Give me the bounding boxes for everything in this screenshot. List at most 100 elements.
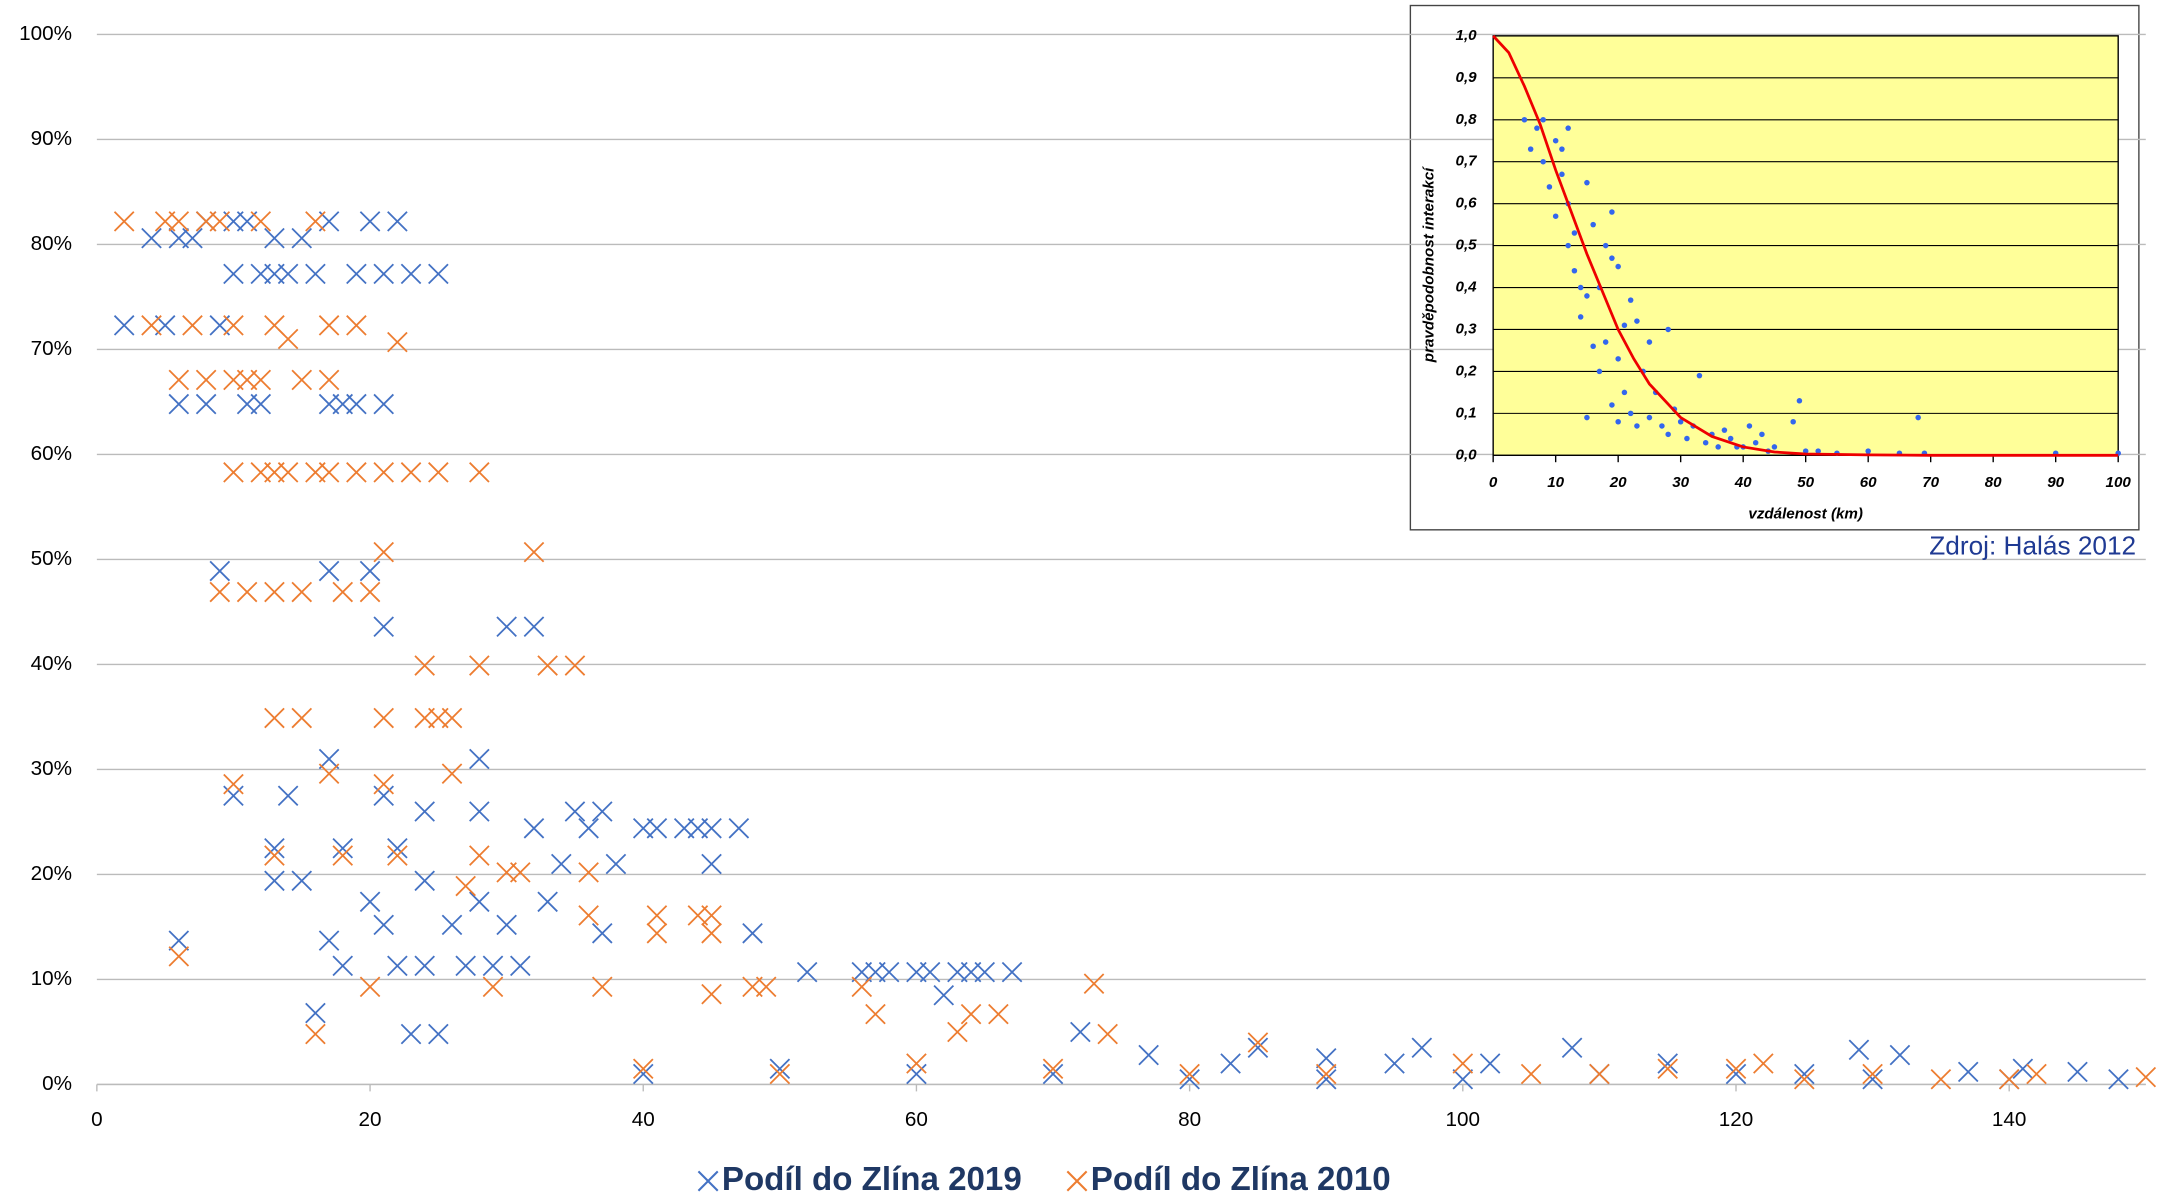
point	[755, 976, 777, 998]
point	[1725, 1058, 1747, 1080]
point	[1527, 146, 1534, 152]
point	[701, 922, 722, 944]
point	[1452, 1068, 1474, 1090]
point	[919, 961, 941, 983]
point	[482, 955, 504, 977]
x-tick-label: 90	[2047, 474, 2064, 491]
point	[1634, 318, 1640, 324]
x-tick-label: 0	[91, 1108, 103, 1131]
point	[701, 983, 722, 1005]
y-tick-label: 0,4	[1456, 279, 1478, 296]
point	[1659, 423, 1665, 429]
point	[277, 785, 299, 807]
point	[223, 462, 244, 483]
point	[1590, 221, 1596, 228]
point	[701, 817, 722, 839]
point	[469, 801, 490, 822]
point	[1070, 1021, 1091, 1043]
point	[209, 560, 231, 582]
point	[1665, 431, 1671, 438]
point	[769, 1063, 791, 1085]
point	[373, 462, 395, 483]
point	[1552, 137, 1559, 144]
point	[564, 655, 586, 676]
point	[1552, 213, 1559, 219]
point	[1627, 297, 1634, 303]
y-tick-label: 50%	[31, 547, 72, 570]
point	[523, 541, 545, 563]
point	[591, 922, 613, 944]
x-axis-label: vzdálenost (km)	[1748, 506, 1863, 523]
point	[1042, 1058, 1064, 1080]
point	[373, 541, 395, 563]
point	[359, 976, 381, 998]
point	[865, 1003, 886, 1025]
point	[346, 315, 367, 336]
point	[482, 976, 504, 998]
x-tick-label: 80	[1985, 474, 2002, 491]
point	[305, 1023, 326, 1045]
point	[1411, 1037, 1433, 1059]
point	[1771, 444, 1778, 450]
point	[264, 581, 285, 603]
point	[1621, 389, 1628, 396]
point	[1727, 435, 1734, 442]
point	[496, 616, 517, 637]
point	[195, 369, 217, 391]
point	[1589, 1063, 1610, 1085]
point	[1540, 158, 1546, 165]
y-tick-label: 0,5	[1456, 237, 1478, 254]
point	[1865, 448, 1871, 454]
point	[605, 853, 627, 875]
point	[906, 1053, 927, 1074]
point	[264, 707, 285, 729]
point	[414, 801, 435, 822]
x-tick-label: 70	[1922, 474, 1939, 491]
point	[1602, 242, 1609, 249]
point	[414, 655, 435, 676]
x-tick-label: 0	[1489, 474, 1498, 491]
point	[537, 655, 558, 676]
y-tick-label: 1,0	[1456, 27, 1478, 44]
point	[1584, 293, 1590, 299]
point	[318, 560, 340, 582]
point	[414, 955, 435, 977]
point	[1559, 146, 1565, 152]
point	[373, 785, 395, 807]
point	[236, 581, 258, 603]
point	[318, 748, 340, 770]
point	[1665, 326, 1671, 333]
point	[455, 955, 476, 977]
point	[332, 837, 354, 859]
point	[1179, 1063, 1200, 1085]
y-tick-label: 0,2	[1456, 362, 1478, 379]
point	[1602, 339, 1609, 345]
point	[742, 922, 763, 944]
point	[1752, 439, 1759, 446]
point	[1702, 439, 1709, 446]
point	[291, 870, 313, 892]
x-tick-label: 60	[905, 1108, 928, 1131]
point	[469, 845, 490, 866]
point	[496, 914, 517, 936]
x-tick-label: 120	[1719, 1108, 1754, 1131]
point	[359, 891, 381, 913]
point	[1590, 343, 1596, 350]
point	[510, 955, 531, 977]
point	[1657, 1053, 1678, 1074]
point	[646, 905, 668, 926]
legend-label: Podíl do Zlína 2010	[1091, 1161, 1391, 1198]
point	[168, 369, 190, 391]
point	[578, 905, 599, 926]
point	[1725, 1063, 1747, 1085]
point	[1540, 117, 1546, 123]
point	[1315, 1063, 1337, 1085]
point	[373, 263, 395, 285]
point	[1546, 184, 1553, 190]
point	[1001, 961, 1023, 983]
point	[250, 369, 272, 391]
point	[947, 1021, 968, 1043]
point	[332, 845, 354, 866]
